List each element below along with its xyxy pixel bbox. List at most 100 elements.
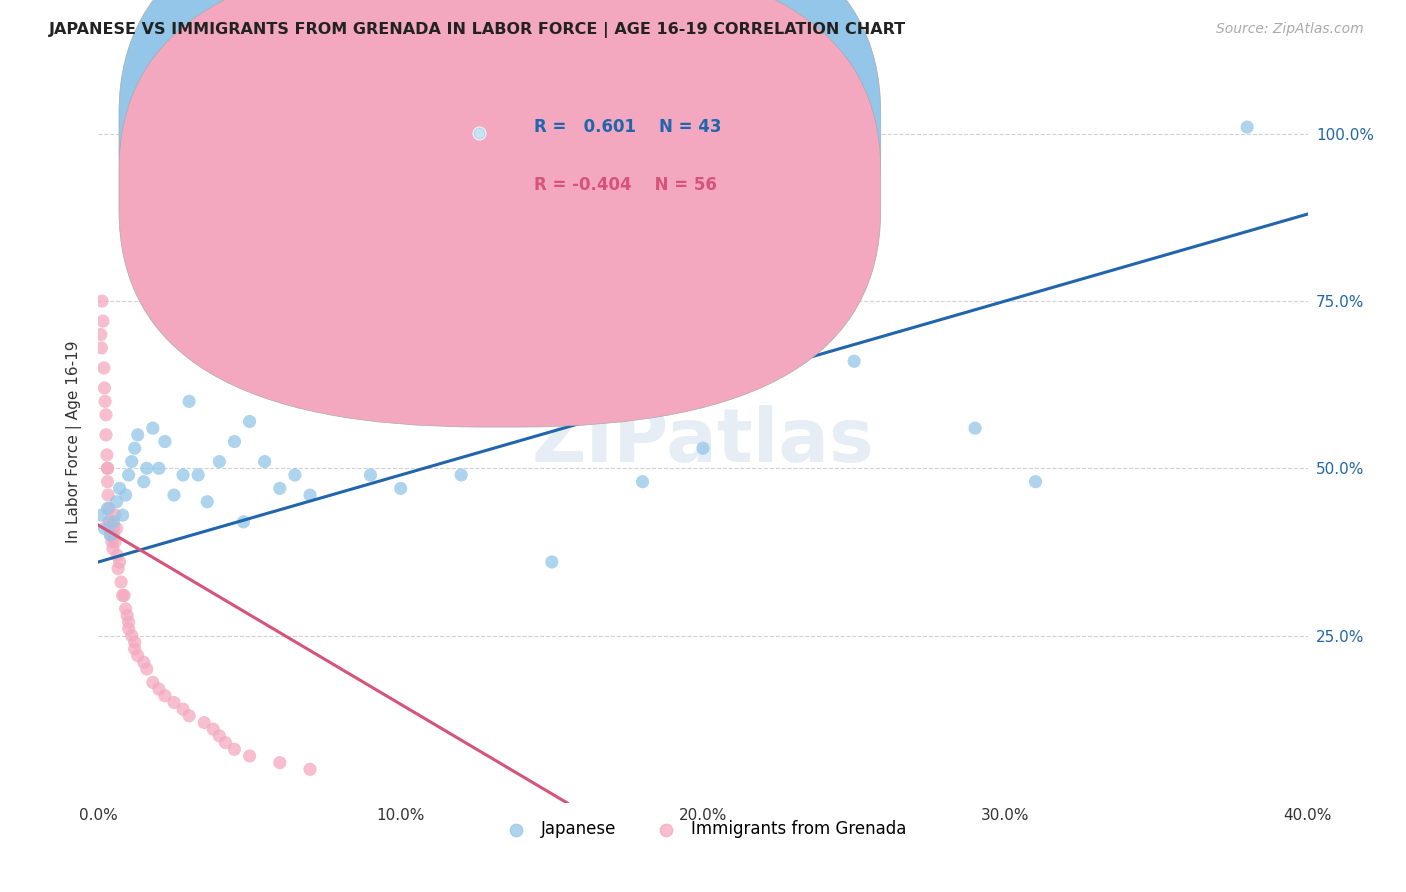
Point: [121, 455, 143, 469]
Point: [135, 662, 157, 676]
Point: [97, 488, 120, 502]
Point: [360, 467, 382, 482]
Point: [232, 515, 254, 529]
Point: [96, 501, 118, 516]
Point: [91, 294, 114, 309]
Point: [111, 508, 134, 523]
Point: [450, 467, 472, 482]
Point: [103, 528, 125, 542]
Point: [105, 494, 128, 508]
Y-axis label: In Labor Force | Age 16-19: In Labor Force | Age 16-19: [66, 340, 83, 543]
Point: [224, 434, 246, 449]
Point: [124, 635, 146, 649]
Point: [93, 521, 115, 535]
Point: [118, 622, 141, 636]
Text: R =   0.601    N = 43: R = 0.601 N = 43: [534, 119, 721, 136]
Point: [94, 427, 117, 442]
Point: [172, 467, 194, 482]
Point: [224, 742, 246, 756]
Point: [187, 467, 209, 482]
Text: ZIPatlas: ZIPatlas: [531, 405, 875, 478]
Point: [202, 723, 225, 737]
Point: [299, 762, 322, 776]
Point: [96, 461, 118, 475]
Point: [127, 648, 149, 663]
Point: [127, 427, 149, 442]
Point: [631, 475, 654, 489]
FancyBboxPatch shape: [120, 0, 880, 427]
Point: [269, 482, 291, 496]
Point: [389, 482, 412, 496]
Point: [239, 414, 262, 429]
Point: [114, 602, 136, 616]
Point: [253, 455, 276, 469]
Point: [124, 442, 146, 455]
Point: [96, 475, 118, 489]
Point: [90, 327, 112, 342]
Point: [101, 541, 124, 556]
Point: [148, 681, 170, 696]
Point: [96, 448, 118, 462]
Point: [105, 548, 128, 563]
Point: [98, 515, 121, 529]
Point: [94, 394, 117, 409]
Point: [93, 381, 115, 395]
Point: [153, 689, 176, 703]
Point: [135, 461, 157, 475]
Text: R = -0.404    N = 56: R = -0.404 N = 56: [534, 176, 717, 194]
Point: [100, 528, 122, 542]
Point: [118, 467, 141, 482]
Point: [91, 314, 114, 328]
Point: [269, 756, 291, 770]
FancyBboxPatch shape: [456, 91, 782, 232]
Point: [98, 521, 121, 535]
Point: [540, 555, 562, 569]
Point: [104, 508, 127, 523]
Point: [104, 534, 127, 549]
Point: [94, 408, 117, 422]
Point: [90, 508, 112, 523]
Point: [90, 341, 112, 355]
Point: [121, 628, 143, 642]
Point: [1024, 475, 1046, 489]
Point: [103, 515, 125, 529]
Point: [1236, 120, 1258, 135]
Point: [110, 575, 132, 590]
Point: [111, 589, 134, 603]
Point: [124, 642, 146, 657]
Point: [299, 488, 322, 502]
Point: [692, 442, 714, 455]
Point: [329, 401, 352, 416]
Point: [142, 421, 165, 435]
Point: [108, 555, 131, 569]
Point: [132, 475, 155, 489]
Text: JAPANESE VS IMMIGRANTS FROM GRENADA IN LABOR FORCE | AGE 16-19 CORRELATION CHART: JAPANESE VS IMMIGRANTS FROM GRENADA IN L…: [49, 22, 907, 38]
Point: [239, 749, 262, 764]
Point: [148, 461, 170, 475]
Point: [965, 421, 987, 435]
Point: [153, 434, 176, 449]
Point: [142, 675, 165, 690]
Point: [105, 521, 128, 535]
Point: [114, 488, 136, 502]
Point: [208, 729, 231, 743]
Point: [163, 696, 186, 710]
Point: [107, 562, 129, 576]
Point: [163, 488, 186, 502]
Point: [100, 515, 122, 529]
Point: [172, 702, 194, 716]
Point: [115, 608, 138, 623]
Point: [179, 394, 201, 409]
Point: [100, 528, 122, 542]
Point: [195, 494, 218, 508]
Point: [93, 361, 115, 376]
Point: [844, 354, 866, 368]
Point: [214, 735, 236, 749]
Point: [179, 708, 201, 723]
Point: [98, 501, 121, 516]
Point: [108, 482, 131, 496]
Point: [420, 368, 443, 382]
Legend: Japanese, Immigrants from Grenada: Japanese, Immigrants from Grenada: [492, 814, 914, 845]
Point: [112, 589, 135, 603]
FancyBboxPatch shape: [120, 0, 880, 369]
